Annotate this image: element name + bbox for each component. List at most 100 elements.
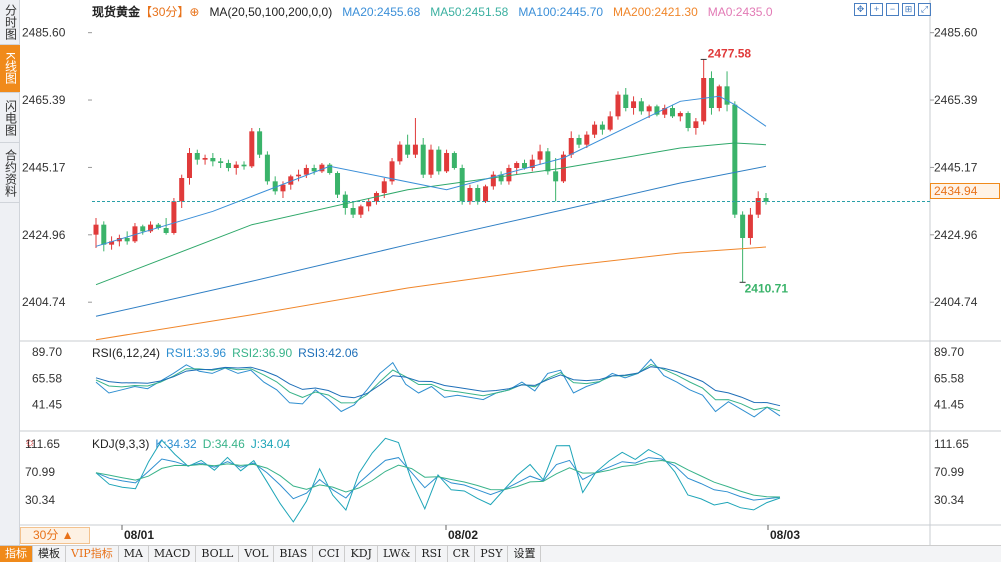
candle-body: [451, 153, 457, 168]
fit-icon[interactable]: ⊞: [902, 3, 915, 16]
candle-body: [218, 161, 224, 163]
indicator-tab-1[interactable]: 模板: [33, 546, 66, 562]
kdj-k-value: K:34.32: [155, 437, 197, 451]
tab-time-sharing[interactable]: 分时图: [0, 0, 20, 45]
candle-body: [553, 171, 559, 182]
rsi1-value: RSI1:33.96: [166, 346, 227, 360]
candle-body: [576, 138, 582, 145]
tab-kline[interactable]: K线图: [0, 45, 20, 93]
candle-body: [537, 151, 543, 160]
settings-icon[interactable]: ⊕: [189, 4, 200, 19]
fullscreen-icon[interactable]: ⤢: [918, 3, 931, 16]
indicator-tab-10[interactable]: LW&: [378, 546, 417, 562]
indicator-tab-9[interactable]: KDJ: [345, 546, 378, 562]
ma-legend: 现货黄金 【30分】 ⊕ MA(20,50,100,200,0,0) MA20:…: [92, 3, 773, 20]
rsi-axis-label: 41.45: [934, 397, 964, 411]
price-tick-label-left: 2445.17: [22, 160, 66, 174]
candle-body: [264, 154, 270, 182]
candle-body: [592, 124, 598, 135]
candle-body: [444, 153, 450, 172]
chart-toolbar: ✥ + − ⊞ ⤢: [854, 3, 931, 16]
rsi-axis-label: 65.58: [934, 371, 964, 385]
rsi-axis-label-left: 41.45: [32, 397, 62, 411]
candle-body: [475, 188, 481, 202]
candle-body: [397, 144, 403, 162]
candle-body: [467, 188, 473, 202]
rsi-axis-label: 89.70: [934, 345, 964, 359]
kdj-d-line: [95, 459, 781, 498]
indicator-tab-14[interactable]: 设置: [508, 546, 542, 562]
indicator-tab-bar: 指标 模板 VIP指标 MA MACD BOLL VOL BIAS CCI KDJ LW& RSI CR…: [0, 545, 1001, 562]
ma50-line: [95, 142, 767, 286]
period-selector-button[interactable]: 30分 ▲: [20, 527, 90, 544]
candle-body: [677, 113, 683, 117]
candle-body: [654, 106, 660, 115]
candle-body: [194, 153, 200, 160]
kdj-axis-label-left: 111.65: [25, 437, 60, 451]
zoom-in-icon[interactable]: +: [870, 3, 883, 16]
low-price-label: 2410.71: [745, 281, 789, 295]
indicator-tab-11[interactable]: RSI: [416, 546, 448, 562]
rsi3-value: RSI3:42.06: [298, 346, 359, 360]
candle-body: [171, 201, 177, 233]
candle-body: [662, 108, 668, 115]
candle-body: [483, 186, 489, 202]
price-tick-label: 2465.39: [934, 93, 978, 107]
candle-body: [93, 224, 99, 235]
candle-body: [163, 228, 169, 233]
candle-body: [179, 178, 185, 202]
candle-body: [638, 101, 644, 112]
candle-body: [303, 168, 309, 175]
candle-body: [747, 214, 753, 238]
candle-body: [716, 86, 722, 108]
kdj-d-value: D:34.46: [202, 437, 245, 451]
candle-body: [405, 144, 411, 155]
kdj-axis-label-left: 70.99: [25, 465, 55, 479]
candle-body: [498, 174, 504, 182]
move-icon[interactable]: ✥: [854, 3, 867, 16]
price-tick-label-left: 2424.96: [22, 228, 66, 242]
tab-contract-info[interactable]: 合约资料: [0, 143, 20, 203]
kdj-title: KDJ(9,3,3): [92, 437, 150, 451]
indicator-tab-2[interactable]: VIP指标: [66, 546, 119, 562]
candle-body: [584, 134, 590, 145]
symbol-name: 现货黄金: [92, 5, 141, 19]
kdj-axis-label-left: 30.34: [25, 493, 55, 507]
indicator-tab-7[interactable]: BIAS: [274, 546, 314, 562]
candle-body: [693, 121, 699, 128]
candle-body: [186, 153, 192, 178]
ma200-line: [95, 246, 767, 341]
indicator-tab-3[interactable]: MA: [119, 546, 149, 562]
indicator-tab-0[interactable]: 指标: [0, 546, 33, 562]
indicator-tab-5[interactable]: BOLL: [196, 546, 240, 562]
candle-body: [755, 198, 761, 215]
candle-body: [381, 181, 387, 193]
rsi1-line: [95, 358, 781, 418]
candle-body: [708, 78, 714, 108]
rsi2-value: RSI2:36.90: [232, 346, 293, 360]
ma20-value: MA20:2455.68: [342, 4, 421, 19]
kline-chart[interactable]: 2485.60 2485.60 2465.39 2465.39 2445.17 2445.…: [20, 0, 1001, 545]
candle-body: [631, 101, 637, 108]
indicator-tab-8[interactable]: CCI: [313, 546, 346, 562]
zoom-out-icon[interactable]: −: [886, 3, 899, 16]
ma0-value: MA0:2435.0: [707, 4, 773, 19]
indicator-tab-6[interactable]: VOL: [239, 546, 275, 562]
candle-body: [428, 149, 434, 175]
price-tick-label-left: 2485.60: [22, 26, 66, 40]
candle-body: [599, 124, 605, 130]
side-tab-strip: 分时图 K线图 闪电图 合约资料: [0, 0, 20, 545]
kdj-axis-label: 70.99: [934, 465, 964, 479]
candle-body: [607, 116, 613, 130]
candle-body: [358, 206, 364, 215]
indicator-settings-icon[interactable]: ☼: [24, 434, 36, 449]
tab-flash-chart[interactable]: 闪电图: [0, 93, 20, 143]
candle-body: [101, 224, 107, 245]
candle-body: [225, 163, 231, 168]
indicator-tab-4[interactable]: MACD: [149, 546, 197, 562]
indicator-tab-12[interactable]: CR: [448, 546, 476, 562]
indicator-tab-13[interactable]: PSY: [475, 546, 509, 562]
candle-body: [732, 104, 738, 215]
kdj-legend: KDJ(9,3,3) K:34.32 D:34.46 J:34.04: [92, 437, 290, 451]
candle-body: [646, 106, 652, 112]
